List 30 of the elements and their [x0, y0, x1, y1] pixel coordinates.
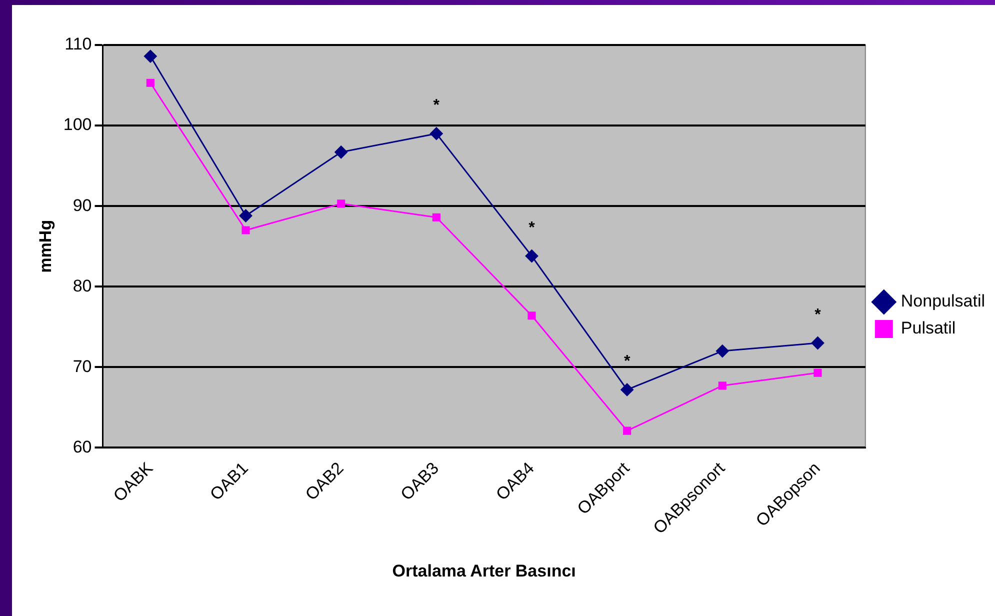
legend-label: Pulsatil: [900, 318, 956, 338]
point: [623, 426, 632, 435]
point: [430, 127, 443, 140]
point: [146, 78, 154, 87]
annotation: *: [528, 219, 536, 236]
y-tick-label: 90: [72, 196, 92, 215]
point: [716, 344, 729, 358]
point: [718, 382, 726, 390]
legend-label: Nonpulsatil: [900, 292, 986, 311]
y-tick-label: 110: [64, 34, 92, 54]
y-tick-label: 60: [72, 437, 92, 456]
point: [432, 213, 440, 222]
y-tick-label: 100: [63, 115, 92, 134]
point: [144, 50, 157, 63]
point: [814, 368, 822, 377]
point: [525, 250, 538, 263]
annotation: *: [814, 306, 822, 324]
y-tick-label: 70: [72, 356, 92, 376]
point: [239, 209, 252, 222]
y-axis-title: mmHg: [36, 220, 55, 273]
point: [811, 336, 824, 350]
point: [334, 146, 348, 159]
point: [337, 200, 346, 208]
point: [242, 226, 250, 234]
x-axis-title: Ortalama Arter Basıncı: [392, 561, 576, 580]
point: [620, 383, 634, 396]
annotation: *: [624, 353, 631, 370]
annotation: *: [433, 97, 440, 114]
y-tick-label: 80: [72, 276, 92, 296]
point: [528, 312, 536, 320]
